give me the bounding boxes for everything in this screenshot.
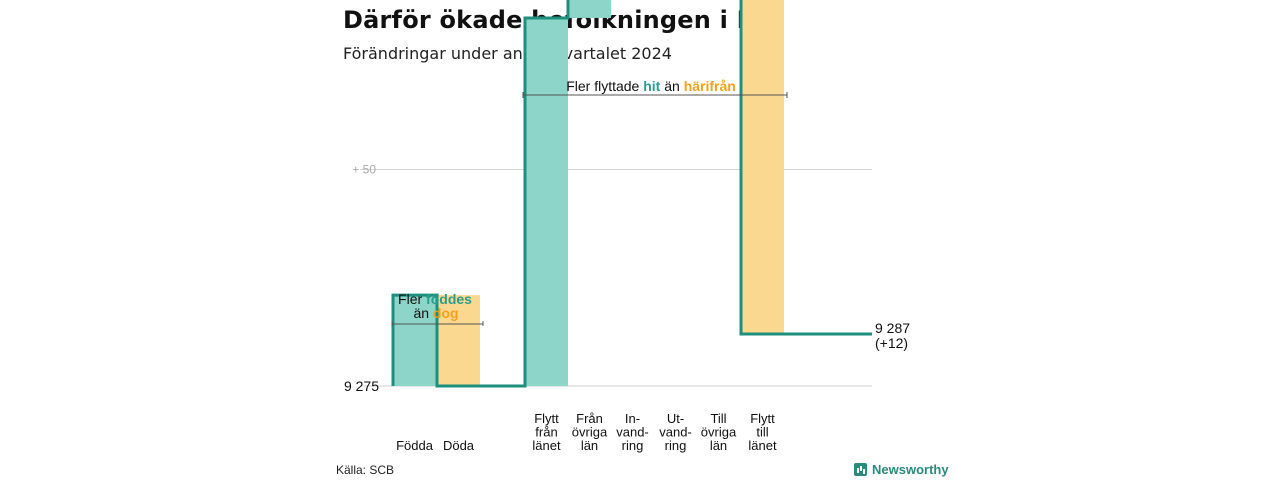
end-change-label: (+12) <box>875 335 908 351</box>
category-label: övriga <box>701 425 737 440</box>
category-label: länet <box>532 438 561 453</box>
end-value-label: 9 287 <box>875 320 910 336</box>
bar-chart-icon <box>854 463 867 476</box>
bar <box>393 295 436 386</box>
category-label: länet <box>748 438 777 453</box>
category-label: In- <box>625 411 640 426</box>
brand-logo: Newsworthy <box>854 462 949 477</box>
category-label: Flytt <box>750 411 775 426</box>
annotation-migration-bracket <box>522 92 788 98</box>
bar <box>741 0 784 335</box>
category-label: Födda <box>396 438 434 453</box>
category-label: län <box>710 438 727 453</box>
category-label: län <box>581 438 598 453</box>
category-label: övriga <box>572 425 608 440</box>
category-label: vand- <box>659 425 692 440</box>
category-label: Till <box>710 411 726 426</box>
category-label: Flytt <box>534 411 559 426</box>
base-value-label: 9 275 <box>344 378 379 394</box>
category-label: ring <box>622 438 644 453</box>
bar <box>568 0 611 18</box>
source-note: Källa: SCB <box>336 463 395 477</box>
cumulative-line <box>391 0 872 388</box>
category-label: Från <box>576 411 603 426</box>
brand-name: Newsworthy <box>872 462 949 477</box>
annotation-natural-bracket <box>391 321 484 326</box>
category-label: från <box>535 425 557 440</box>
bar <box>525 17 568 386</box>
bar <box>437 295 480 386</box>
annotation-natural-line1: Fler föddes <box>398 291 472 307</box>
category-label: Ut- <box>667 411 684 426</box>
category-label: ring <box>665 438 687 453</box>
y-tick-label: + 50 <box>352 163 376 177</box>
annotation-natural-line2: än dog <box>413 305 458 321</box>
category-label: vand- <box>616 425 649 440</box>
category-label: till <box>756 425 768 440</box>
category-label: Döda <box>443 438 475 453</box>
annotation-migration: Fler flyttade hit än härifrån <box>566 78 736 94</box>
chart-subtitle: Förändringar under andra kvartalet 2024 <box>343 44 672 63</box>
